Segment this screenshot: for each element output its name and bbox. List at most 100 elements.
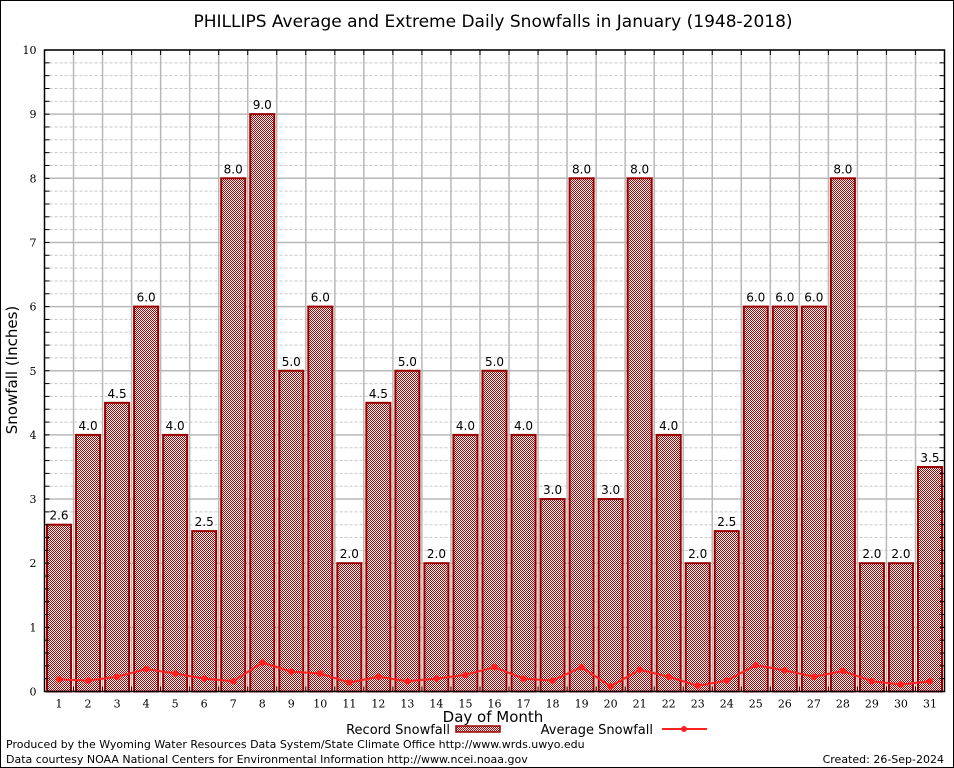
bar-value-label: 2.0 (862, 547, 881, 561)
record-bar-day-24 (713, 530, 740, 693)
record-bar-day-29 (858, 562, 885, 693)
y-tick-label: 5 (30, 365, 37, 378)
x-tick-label: 27 (807, 698, 821, 711)
chart-title: PHILLIPS Average and Extreme Daily Snowf… (193, 12, 792, 32)
y-tick-label: 6 (30, 301, 37, 314)
x-tick-label: 15 (458, 698, 472, 711)
plot-border (43, 49, 946, 693)
x-tick-label: 11 (342, 698, 356, 711)
bar-value-label: 8.0 (224, 162, 243, 176)
x-tick-label: 6 (201, 698, 208, 711)
legend-record-label: Record Snowfall (346, 723, 450, 738)
y-tick-label: 2 (30, 557, 37, 570)
y-tick-label: 7 (30, 236, 37, 249)
average-point-day-5 (171, 670, 179, 677)
x-tick-label: 4 (143, 698, 150, 711)
record-bar-day-16 (481, 369, 508, 693)
average-point-day-14 (433, 675, 440, 682)
average-point-day-23 (694, 682, 701, 689)
y-tick-label: 4 (30, 429, 37, 442)
average-point-day-26 (781, 667, 789, 674)
created-date: Created: 26-Sep-2024 (823, 753, 944, 766)
y-tick-label: 0 (30, 686, 37, 699)
x-tick-label: 30 (894, 698, 908, 711)
legend-average-label: Average Snowfall (541, 723, 653, 738)
x-tick-label: 14 (429, 698, 443, 711)
bar-value-label: 4.0 (79, 419, 98, 433)
average-point-day-31 (926, 678, 934, 685)
x-tick-label: 25 (749, 698, 763, 711)
record-bar-day-21 (626, 177, 653, 693)
record-bar-day-3 (104, 401, 131, 693)
average-point-day-22 (665, 673, 672, 680)
bar-value-label: 6.0 (137, 291, 156, 305)
average-point-day-13 (404, 678, 411, 685)
bar-value-label: 6.0 (746, 291, 765, 305)
x-tick-label: 20 (604, 698, 618, 711)
y-tick-label: 9 (30, 108, 37, 121)
record-bar-day-31 (916, 465, 943, 693)
average-point-day-2 (84, 677, 92, 684)
bar-value-label: 2.5 (195, 515, 214, 529)
bar-value-label: 2.0 (688, 547, 707, 561)
credit-line-2: Data courtesy NOAA National Centers for … (6, 753, 528, 766)
x-tick-label: 26 (778, 698, 792, 711)
average-point-day-24 (723, 677, 730, 684)
record-bar-day-9 (278, 369, 305, 693)
record-bar-day-22 (655, 433, 682, 693)
x-tick-label: 9 (288, 698, 295, 711)
bar-value-label: 6.0 (775, 291, 794, 305)
record-bar-day-25 (742, 305, 769, 693)
average-point-day-16 (491, 663, 498, 671)
average-point-day-27 (810, 673, 818, 680)
bar-value-label: 2.0 (891, 547, 910, 561)
average-point-day-18 (549, 677, 556, 684)
average-point-day-28 (839, 667, 847, 675)
bar-value-label: 2.0 (427, 547, 446, 561)
record-bar-day-26 (771, 305, 798, 693)
bar-value-label: 4.5 (369, 387, 388, 401)
x-tick-label: 12 (371, 698, 385, 711)
record-bar-day-23 (684, 562, 711, 693)
y-tick-label: 1 (30, 621, 37, 634)
bar-value-label: 3.0 (543, 483, 562, 497)
bar-value-label: 8.0 (630, 162, 649, 176)
x-tick-label: 2 (85, 698, 92, 711)
x-tick-label: 10 (313, 698, 327, 711)
bar-value-label: 4.5 (108, 387, 127, 401)
bar-value-label: 4.0 (514, 419, 533, 433)
average-point-day-30 (897, 681, 905, 688)
bars: 2.6 4.0 4.5 6.0 4.0 2.5 8.0 9.0 5.0 6.0 2.0 4.5 5.0 2… (46, 98, 943, 693)
x-tick-label: 16 (488, 698, 502, 711)
x-tick-label: 23 (691, 698, 705, 711)
record-bar-day-30 (887, 562, 914, 693)
x-tick-label: 8 (259, 698, 266, 711)
record-bar-day-27 (800, 305, 827, 693)
x-tick-label: 31 (923, 698, 937, 711)
record-bar-day-2 (75, 433, 102, 693)
bar-value-label: 3.5 (920, 451, 939, 465)
average-point-day-12 (375, 673, 382, 680)
record-bar-day-5 (162, 433, 189, 693)
x-tick-label: 1 (56, 698, 63, 711)
average-point-day-11 (346, 679, 353, 686)
record-bar-day-13 (394, 369, 421, 693)
average-point-day-3 (113, 673, 121, 680)
record-bar-day-20 (597, 498, 624, 693)
record-bar-day-19 (568, 177, 595, 693)
bar-value-label: 4.0 (456, 419, 475, 433)
x-tick-label: 18 (546, 698, 560, 711)
legend-record-swatch (455, 725, 501, 733)
record-bar-day-11 (336, 562, 363, 693)
average-point-day-1 (55, 676, 63, 683)
x-tick-label: 22 (662, 698, 676, 711)
x-tick-label: 24 (720, 698, 734, 711)
average-point-day-19 (578, 663, 585, 671)
record-bar-day-1 (46, 523, 73, 693)
record-bar-day-17 (510, 433, 537, 693)
x-axis-label: Day of Month (443, 708, 544, 726)
record-bar-day-4 (133, 305, 160, 693)
record-bar-day-28 (829, 177, 856, 693)
